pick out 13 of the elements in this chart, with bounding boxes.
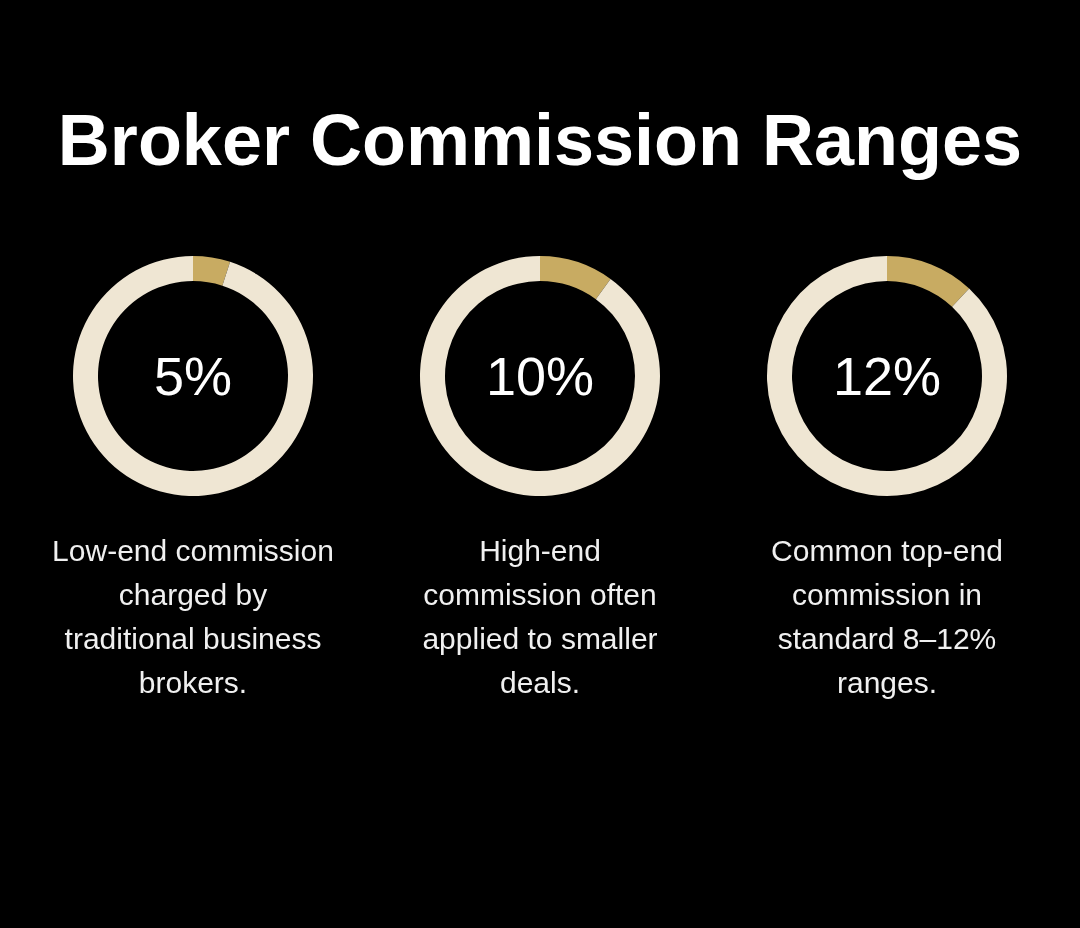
text: Common top-end commission in standard 8–12% ranges.	[771, 534, 1003, 699]
data-label: 5%	[153, 346, 233, 406]
data-label: 10%	[485, 346, 595, 406]
donut-slice	[420, 256, 660, 496]
donut-slice	[887, 256, 970, 307]
donut-slice	[193, 256, 231, 286]
donut-slice	[767, 256, 1007, 496]
donut-slice	[73, 256, 313, 496]
text: High-end commission often applied to smaller deals.	[422, 534, 658, 699]
text: Broker Commission Ranges	[57, 100, 1023, 180]
text: Low-end commission charged by traditional business brokers.	[52, 534, 334, 699]
data-label: 12%	[832, 346, 942, 406]
donut-slice	[540, 256, 611, 300]
